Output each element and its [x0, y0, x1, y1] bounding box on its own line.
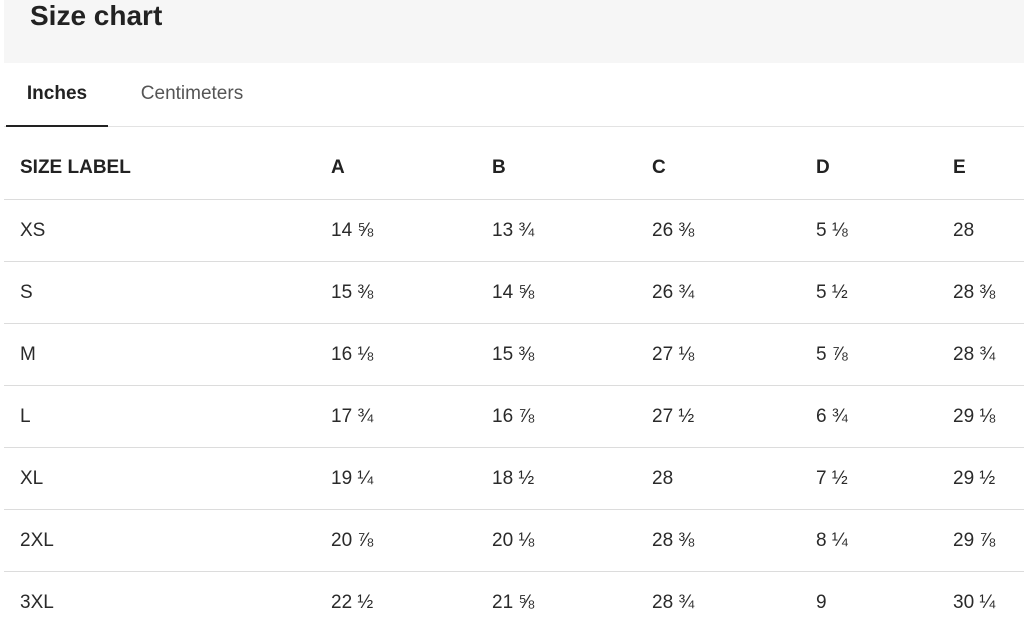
table-row: XL 19 ¼ 18 ½ 28 7 ½ 29 ½ — [4, 447, 1024, 510]
unit-tabs: Inches Centimeters — [4, 63, 1024, 127]
measurement-d-cell: 6 ¾ — [800, 385, 937, 448]
column-header-b: B — [476, 136, 636, 200]
measurement-b-cell: 15 ⅜ — [476, 323, 636, 386]
column-header-a: A — [315, 136, 476, 200]
measurement-c-cell: 28 ¾ — [652, 591, 695, 613]
measurement-a-cell: 19 ¼ — [315, 447, 476, 510]
measurement-c-cell: 26 ¾ — [636, 261, 800, 324]
tab-centimeters[interactable]: Centimeters — [140, 83, 244, 104]
table-header-row: SIZE LABEL A B C D E — [4, 136, 1024, 200]
table-row: 3XL 22 ½ 21 ⅝ 28 ¾ 9 30 ¼ — [4, 572, 1024, 633]
tab-inches[interactable]: Inches — [6, 63, 108, 127]
measurement-a-cell: 16 ⅛ — [315, 323, 476, 386]
table-row: 2XL 20 ⅞ 20 ⅛ 28 ⅜ 8 ¼ 29 ⅞ — [4, 509, 1024, 572]
table-row: XS 14 ⅝ 13 ¾ 26 ⅜ 5 ⅛ 28 — [4, 199, 1024, 262]
measurement-c-cell: 26 ⅜ — [636, 199, 800, 262]
measurement-a-cell: 22 ½ — [331, 591, 374, 613]
measurement-d-cell: 7 ½ — [800, 447, 937, 510]
measurement-b-cell: 14 ⅝ — [476, 261, 636, 324]
size-label-cell: 3XL — [20, 591, 54, 613]
measurement-e-cell: 28 ⅜ — [937, 261, 1024, 324]
measurement-e-cell: 30 ¼ — [953, 591, 996, 613]
measurement-e-cell: 28 ¾ — [937, 323, 1024, 386]
measurement-d-cell: 5 ⅞ — [800, 323, 937, 386]
measurement-a-cell: 14 ⅝ — [315, 199, 476, 262]
table-row: L 17 ¾ 16 ⅞ 27 ½ 6 ¾ 29 ⅛ — [4, 385, 1024, 448]
size-label-cell: L — [4, 385, 315, 448]
size-label-cell: XS — [4, 199, 315, 262]
measurement-e-cell: 29 ⅞ — [937, 509, 1024, 572]
measurement-e-cell: 28 — [937, 199, 1024, 262]
measurement-e-cell: 29 ⅛ — [937, 385, 1024, 448]
measurement-d-cell: 5 ⅛ — [800, 199, 937, 262]
column-header-size-label: SIZE LABEL — [4, 136, 315, 200]
measurement-b-cell: 21 ⅝ — [492, 591, 535, 613]
measurement-a-cell: 17 ¾ — [315, 385, 476, 448]
size-label-cell: S — [4, 261, 315, 324]
measurement-a-cell: 15 ⅜ — [315, 261, 476, 324]
measurement-d-cell: 5 ½ — [800, 261, 937, 324]
size-table: SIZE LABEL A B C D E XS 14 ⅝ 13 ¾ 26 ⅜ 5… — [4, 136, 1024, 633]
size-chart-header: Size chart — [4, 0, 1024, 63]
column-header-d: D — [800, 136, 937, 200]
measurement-b-cell: 13 ¾ — [476, 199, 636, 262]
column-header-c: C — [636, 136, 800, 200]
size-label-cell: M — [4, 323, 315, 386]
measurement-c-cell: 28 ⅜ — [636, 509, 800, 572]
measurement-b-cell: 16 ⅞ — [476, 385, 636, 448]
measurement-a-cell: 20 ⅞ — [315, 509, 476, 572]
size-label-cell: XL — [4, 447, 315, 510]
table-row: S 15 ⅜ 14 ⅝ 26 ¾ 5 ½ 28 ⅜ — [4, 261, 1024, 324]
measurement-b-cell: 20 ⅛ — [476, 509, 636, 572]
measurement-c-cell: 27 ½ — [636, 385, 800, 448]
measurement-e-cell: 29 ½ — [937, 447, 1024, 510]
page-title: Size chart — [30, 0, 163, 31]
measurement-d-cell: 9 — [816, 591, 827, 613]
measurement-b-cell: 18 ½ — [476, 447, 636, 510]
column-header-e: E — [937, 136, 1024, 200]
measurement-d-cell: 8 ¼ — [800, 509, 937, 572]
measurement-c-cell: 27 ⅛ — [636, 323, 800, 386]
measurement-c-cell: 28 — [636, 447, 800, 510]
table-row: M 16 ⅛ 15 ⅜ 27 ⅛ 5 ⅞ 28 ¾ — [4, 323, 1024, 386]
size-label-cell: 2XL — [4, 509, 315, 572]
